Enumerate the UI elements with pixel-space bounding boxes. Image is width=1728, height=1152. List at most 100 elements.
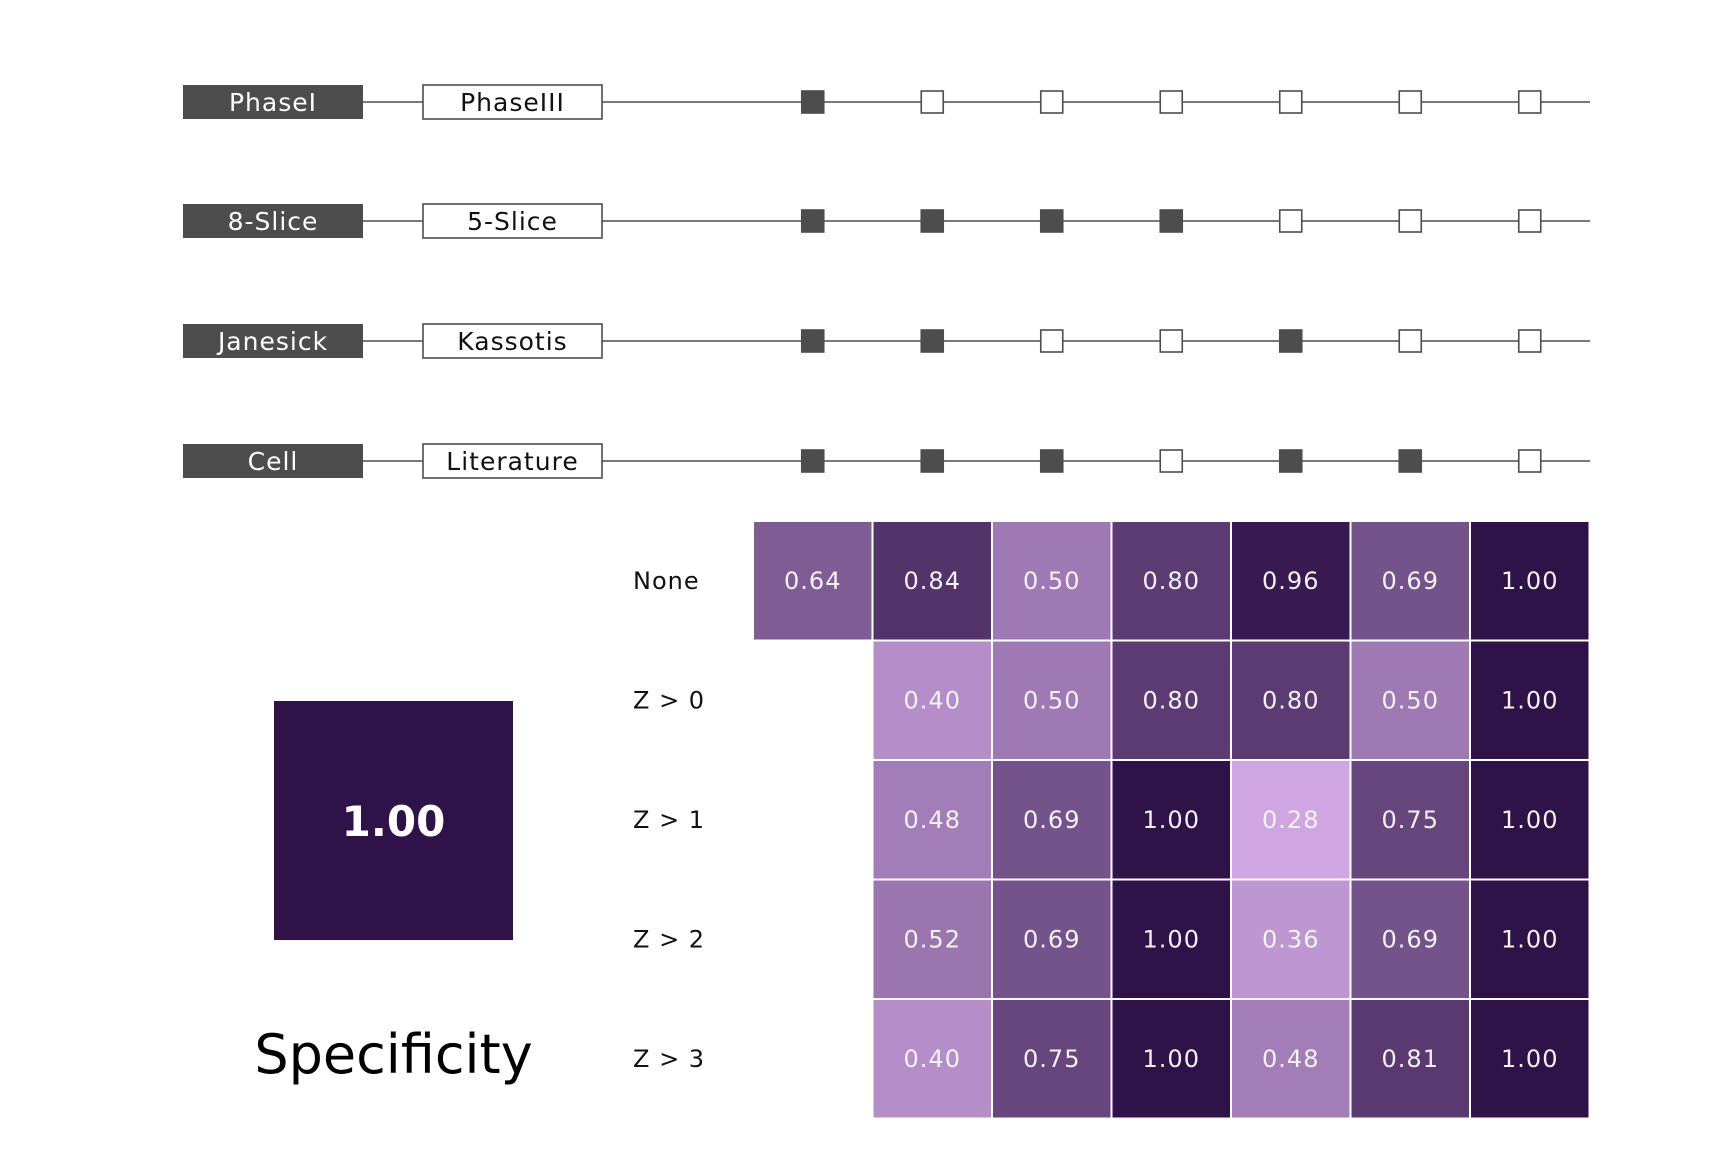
heat-cell: [1349, 639, 1471, 761]
cell-value: 0.80: [1143, 567, 1200, 595]
heatmap: None 0.64 0.84 0.50 0.80 0.96 0.69 1.00 Z > 0 0.4…: [633, 520, 1591, 1120]
summary-value: 1.00: [342, 797, 446, 846]
right-label-box: [422, 443, 603, 479]
right-label: PhaseIII: [460, 88, 565, 117]
cell-value: 1.00: [1143, 1045, 1200, 1073]
heat-cell: [991, 639, 1113, 761]
summary-box: [274, 701, 513, 940]
cell-value: 0.40: [904, 1045, 961, 1073]
left-label-box: [183, 324, 363, 358]
cell-value: 0.50: [1023, 686, 1080, 714]
chart-title: Specificity: [254, 1023, 532, 1086]
heat-cell: [1230, 520, 1352, 642]
marker-filled: [1278, 449, 1303, 473]
marker-filled: [1159, 209, 1184, 233]
heat-cell: [1349, 520, 1471, 642]
left-label: Janesick: [216, 327, 328, 356]
cell-value: 1.00: [1501, 567, 1558, 595]
marker-filled: [800, 209, 825, 233]
cell-value: 0.69: [1382, 567, 1439, 595]
marker-empty: [1159, 449, 1184, 473]
row-label: None: [633, 567, 700, 595]
marker-filled: [920, 209, 945, 233]
cell-value: 0.80: [1262, 686, 1319, 714]
heat-cell: [991, 998, 1113, 1120]
cell-value: 1.00: [1143, 806, 1200, 834]
marker-empty: [1517, 209, 1542, 233]
cell-value: 0.84: [904, 567, 961, 595]
marker-filled: [800, 90, 825, 114]
cell-value: 0.28: [1262, 806, 1319, 834]
cell-value: 1.00: [1143, 925, 1200, 953]
right-label-box: [422, 323, 603, 359]
heat-cell: [1230, 878, 1352, 1000]
marker-empty: [1517, 449, 1542, 473]
pair-row: 8-Slice 5-Slice: [183, 203, 1590, 239]
marker-filled: [1039, 209, 1064, 233]
marker-empty: [1278, 209, 1303, 233]
heat-cell: [991, 878, 1113, 1000]
left-label-box: [183, 85, 363, 119]
marker-empty: [1398, 90, 1423, 114]
heat-cell: [1110, 639, 1232, 761]
cell-value: 0.80: [1143, 686, 1200, 714]
marker-empty: [1039, 329, 1064, 353]
heat-cell: [1469, 878, 1591, 1000]
cell-value: 0.52: [904, 925, 961, 953]
left-label-box: [183, 204, 363, 238]
cell-value: 1.00: [1501, 686, 1558, 714]
cell-value: 0.40: [904, 686, 961, 714]
marker-filled: [1039, 449, 1064, 473]
cell-value: 0.50: [1023, 567, 1080, 595]
left-label: 8-Slice: [228, 207, 319, 236]
marker-filled: [800, 329, 825, 353]
summary-panel: 1.00 Specificity: [254, 701, 533, 1086]
heat-cell: [1349, 998, 1471, 1120]
heat-cell: [871, 639, 993, 761]
heat-cell: [1469, 520, 1591, 642]
cell-value: 0.75: [1023, 1045, 1080, 1073]
row-label: Z > 2: [633, 925, 705, 953]
left-label: Cell: [248, 447, 299, 476]
cell-value: 1.00: [1501, 1045, 1558, 1073]
right-label-box: [422, 203, 603, 239]
comparison-pairs: PhaseI PhaseIII 8-Slice 5-Slice Janesick Kass…: [183, 84, 1590, 479]
marker-filled: [920, 449, 945, 473]
cell-value: 0.75: [1382, 806, 1439, 834]
marker-filled: [920, 329, 945, 353]
cell-value: 0.69: [1382, 925, 1439, 953]
right-label-box: [422, 84, 603, 120]
heat-cell: [1110, 998, 1232, 1120]
marker-empty: [1159, 329, 1184, 353]
pair-row: Janesick Kassotis: [183, 323, 1590, 359]
cell-value: 0.69: [1023, 806, 1080, 834]
cell-value: 0.81: [1382, 1045, 1439, 1073]
heat-cell: [1110, 520, 1232, 642]
marker-filled: [1278, 329, 1303, 353]
left-label: PhaseI: [229, 88, 317, 117]
marker-empty: [1398, 329, 1423, 353]
marker-empty: [1517, 90, 1542, 114]
heat-cell: [871, 998, 993, 1120]
row-label: Z > 3: [633, 1045, 705, 1073]
heat-cell: [1469, 998, 1591, 1120]
marker-empty: [1517, 329, 1542, 353]
cell-value: 0.64: [784, 567, 841, 595]
pair-row: PhaseI PhaseIII: [183, 84, 1590, 120]
cell-value: 0.96: [1262, 567, 1319, 595]
marker-empty: [1159, 90, 1184, 114]
row-label: Z > 1: [633, 806, 705, 834]
marker-empty: [1039, 90, 1064, 114]
marker-empty: [920, 90, 945, 114]
marker-filled: [800, 449, 825, 473]
cell-value: 0.48: [1262, 1045, 1319, 1073]
row-label: Z > 0: [633, 686, 705, 714]
cell-value: 0.69: [1023, 925, 1080, 953]
right-label: Kassotis: [457, 327, 567, 356]
heat-cell: [1230, 998, 1352, 1120]
marker-filled: [1398, 449, 1423, 473]
pair-row: Cell Literature: [183, 443, 1590, 479]
left-label-box: [183, 444, 363, 478]
marker-empty: [1398, 209, 1423, 233]
